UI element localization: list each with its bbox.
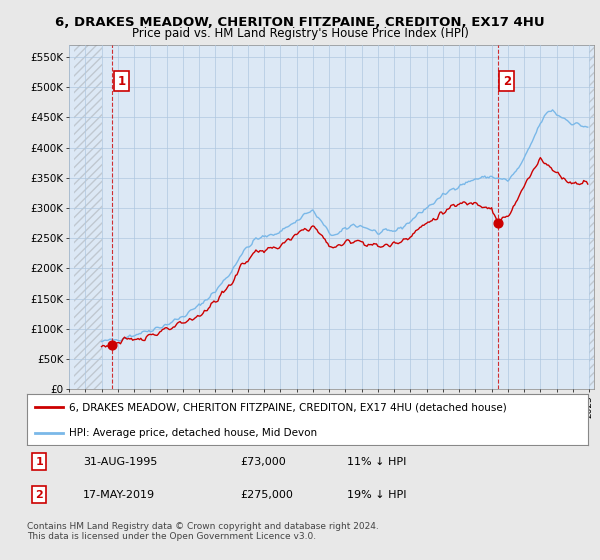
Text: 11% ↓ HPI: 11% ↓ HPI (347, 456, 406, 466)
Bar (74, 45, 101, 389)
Text: £73,000: £73,000 (240, 456, 286, 466)
Text: 2: 2 (35, 489, 43, 500)
Text: 6, DRAKES MEADOW, CHERITON FITZPAINE, CREDITON, EX17 4HU: 6, DRAKES MEADOW, CHERITON FITZPAINE, CR… (55, 16, 545, 29)
Text: £275,000: £275,000 (240, 489, 293, 500)
Bar (589, 45, 594, 389)
Point (493, 218, 503, 227)
Text: 31-AUG-1995: 31-AUG-1995 (83, 456, 157, 466)
Text: 1: 1 (35, 456, 43, 466)
Text: 17-MAY-2019: 17-MAY-2019 (83, 489, 155, 500)
Text: 19% ↓ HPI: 19% ↓ HPI (347, 489, 406, 500)
Text: 2: 2 (503, 74, 511, 87)
Text: Contains HM Land Registry data © Crown copyright and database right 2024.
This d: Contains HM Land Registry data © Crown c… (27, 522, 379, 542)
Text: 6, DRAKES MEADOW, CHERITON FITZPAINE, CREDITON, EX17 4HU (detached house): 6, DRAKES MEADOW, CHERITON FITZPAINE, CR… (69, 402, 507, 412)
Text: Price paid vs. HM Land Registry's House Price Index (HPI): Price paid vs. HM Land Registry's House … (131, 27, 469, 40)
Text: 1: 1 (117, 74, 125, 87)
Point (107, 340, 117, 349)
Text: HPI: Average price, detached house, Mid Devon: HPI: Average price, detached house, Mid … (69, 428, 317, 438)
